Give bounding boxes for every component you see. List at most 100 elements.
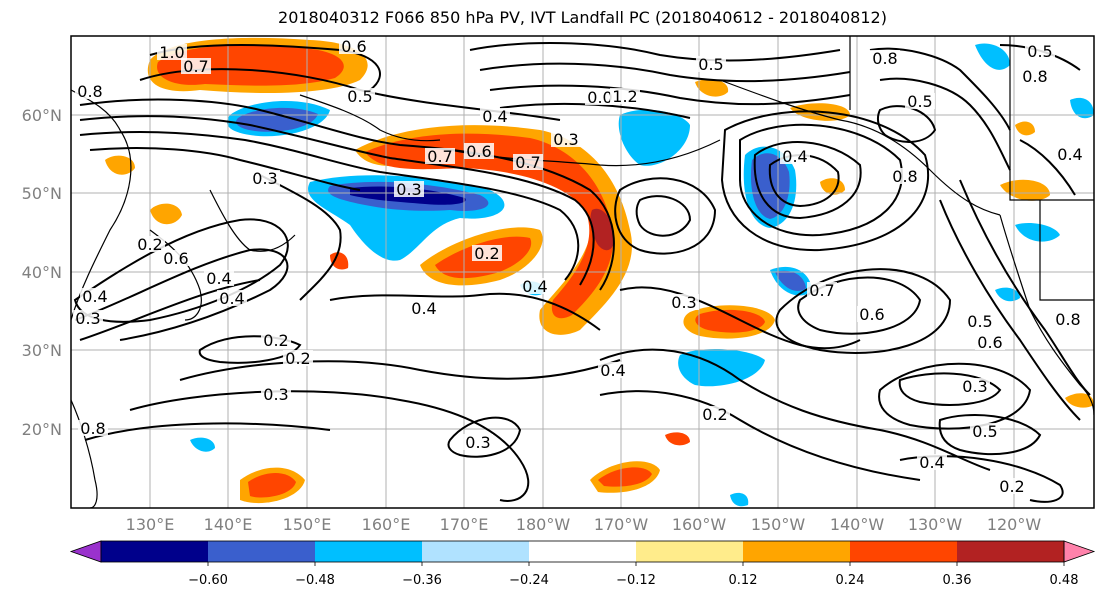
longitude-label: 140°W	[830, 515, 885, 534]
ivt-contour	[878, 362, 1032, 430]
coastline	[209, 189, 296, 252]
contour-label: 0.5	[967, 312, 992, 331]
colorbar-tick-label: 0.36	[943, 573, 972, 588]
contour-label: 0.4	[206, 269, 231, 288]
contour-label: 0.4	[522, 277, 547, 296]
ivt-contour	[74, 248, 289, 341]
colorbar-extend-low	[69, 540, 102, 563]
pv-positive-region	[665, 432, 690, 446]
contour-label-background	[157, 44, 187, 60]
contour-label: 0.2	[474, 244, 499, 263]
ivt-contour	[599, 390, 921, 481]
colorbar-segment	[208, 541, 316, 562]
contour-label: 0.6	[977, 333, 1002, 352]
ivt-contour	[797, 276, 922, 335]
contour-label: 0.4	[411, 299, 436, 318]
longitude-labels: 130°E 140°E 150°E 160°E 170°E 180°W 170°W 160°W…	[126, 515, 1042, 534]
contour-label-background	[1053, 311, 1083, 327]
contour-label-background	[890, 168, 920, 184]
ivt-contour	[479, 62, 851, 83]
coastline	[719, 79, 1001, 216]
colorbar-segment	[422, 541, 530, 562]
pv-negative-region	[190, 437, 215, 452]
ivt-contour	[489, 84, 851, 106]
contour-label: 0.5	[907, 92, 932, 111]
contour-label: 0.5	[347, 87, 372, 106]
contour-label: 0.6	[466, 142, 491, 161]
colorbar-segment	[315, 541, 423, 562]
colorbar-tick-label: 0.12	[729, 573, 758, 588]
longitude-label: 130°E	[126, 515, 175, 534]
contour-label-background	[965, 313, 995, 329]
contour-label-background	[80, 288, 110, 304]
contour-label: 0.2	[285, 349, 310, 368]
colorbar-tick-label: −0.48	[295, 573, 335, 588]
contour-label: 0.8	[80, 419, 105, 438]
colorbar-tick-label: −0.12	[616, 573, 656, 588]
ivt-contour	[939, 199, 1081, 421]
longitude-label: 160°W	[672, 515, 727, 534]
pv-negative-region	[975, 43, 1010, 70]
contour-label-background	[780, 148, 810, 164]
coastline	[1039, 200, 1094, 301]
latitude-labels: 60°N 50°N 40°N 30°N 20°N	[22, 106, 62, 439]
contour-label-background	[161, 250, 191, 266]
colorbar-extend-high	[1063, 540, 1096, 563]
contour-label: 0.7	[809, 281, 834, 300]
contour-label: 0.8	[77, 82, 102, 101]
contour-label-background	[513, 154, 543, 170]
colorbar-tick-label: 0.24	[836, 573, 865, 588]
contour-label: 0.3	[671, 293, 696, 312]
contour-label-background	[700, 406, 730, 422]
ivt-contour	[149, 44, 381, 91]
pv-negative-region	[730, 492, 749, 507]
ivt-contour	[198, 335, 302, 364]
pv-positive-region	[1015, 121, 1035, 136]
contour-label: 0.8	[892, 167, 917, 186]
pv-positive-region	[248, 473, 296, 498]
contour-label-background	[970, 423, 1000, 439]
longitude-label: 140°E	[204, 515, 253, 534]
contour-label: 0.4	[782, 147, 807, 166]
map-title: 2018040312 F066 850 hPa PV, IVT Landfall…	[278, 8, 887, 27]
contour-label-background	[204, 270, 234, 286]
colorbar-segment	[957, 541, 1065, 562]
contour-label: 0.5	[972, 422, 997, 441]
pv-positive-region	[598, 467, 652, 487]
contour-label: 0.2	[137, 235, 162, 254]
pv-positive-region	[695, 79, 729, 97]
contour-label-background	[464, 143, 494, 159]
contour-label: 0.8	[872, 49, 897, 68]
contour-label-background	[857, 306, 887, 322]
latitude-label: 60°N	[22, 106, 62, 125]
ivt-contour	[959, 179, 1091, 396]
coastline	[71, 399, 98, 508]
ivt-contour	[775, 268, 952, 354]
contour-label: 0.3	[553, 130, 578, 149]
contour-label-background	[135, 236, 165, 252]
contour-label: 0.3	[252, 169, 277, 188]
pv-positive-region	[330, 252, 349, 270]
coastline	[71, 89, 132, 321]
latitude-label: 50°N	[22, 184, 62, 203]
ivt-contour	[614, 177, 717, 255]
contour-label: 0.5	[698, 55, 723, 74]
contour-label-background	[250, 170, 280, 186]
contour-label-background	[807, 282, 837, 298]
contour-label-background	[78, 420, 108, 436]
contour-label-background	[696, 56, 726, 72]
longitude-label: 160°E	[362, 515, 411, 534]
contour-label: 0.6	[859, 305, 884, 324]
longitude-label: 170°E	[440, 515, 489, 534]
longitude-label: 150°E	[283, 515, 332, 534]
colorbar-tick-label: 0.48	[1050, 573, 1079, 588]
longitude-label: 170°W	[594, 515, 649, 534]
contour-label: 0.5	[1027, 42, 1052, 61]
contour-label: 0.4	[919, 453, 944, 472]
colorbar-tick-label: −0.36	[402, 573, 442, 588]
colorbar-tick-label: −0.24	[509, 573, 549, 588]
contour-label-background	[409, 300, 439, 316]
contour-label: 0.2	[263, 331, 288, 350]
contour-label-background	[283, 350, 313, 366]
